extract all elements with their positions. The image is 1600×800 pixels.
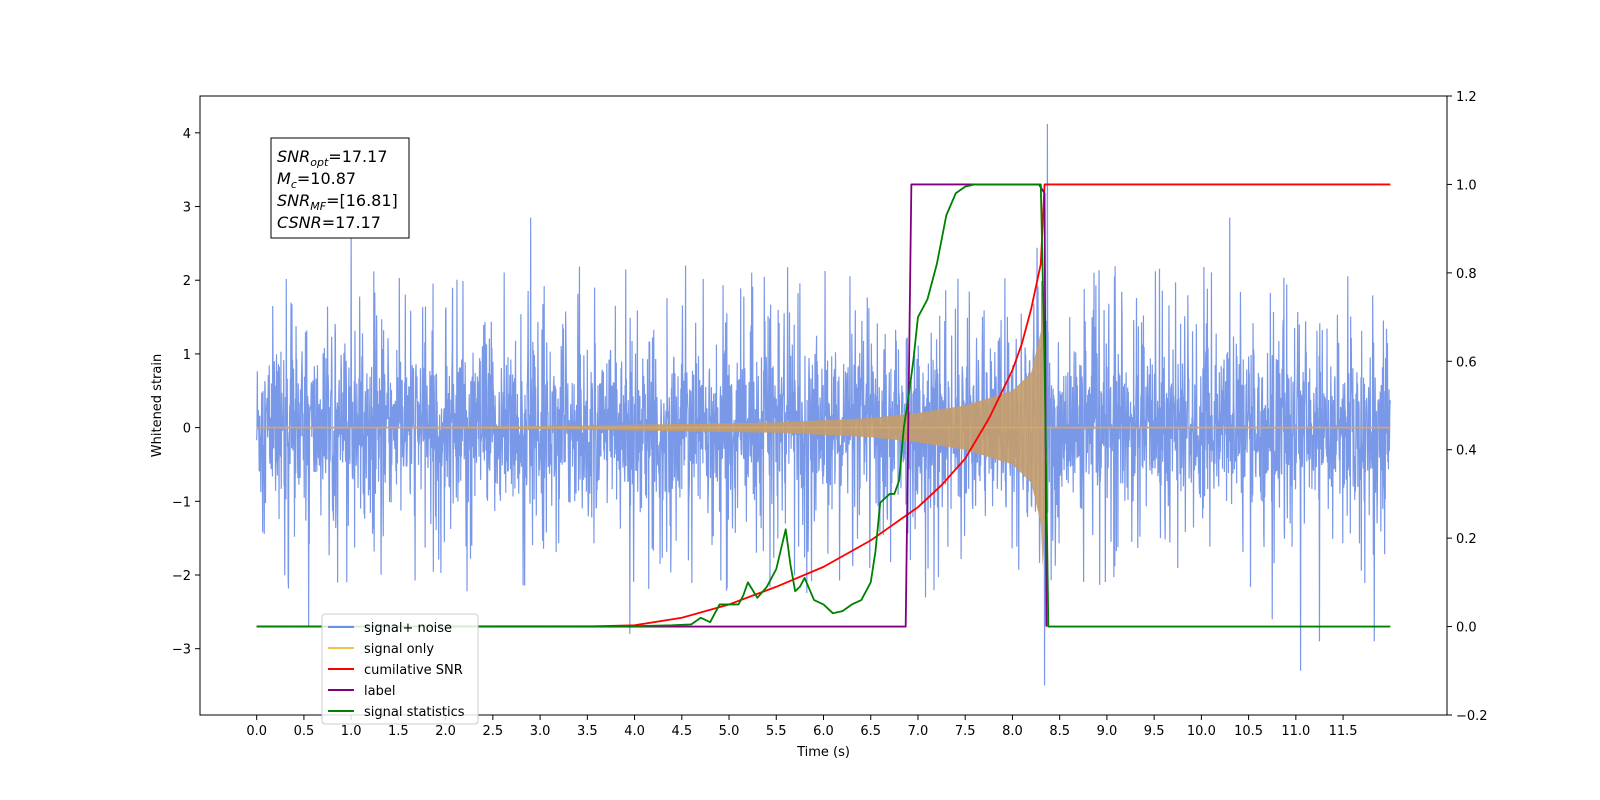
x-tick-label: 5.5: [766, 724, 787, 739]
x-tick-label: 4.5: [671, 724, 692, 739]
x-tick-label: 6.5: [860, 724, 881, 739]
y-tick-label-right: 0.0: [1456, 621, 1477, 636]
annotation-line: CSNR=17.17: [277, 213, 381, 232]
legend-box: [321, 613, 479, 725]
x-tick-label: 2.5: [483, 724, 504, 739]
x-tick-label: 8.0: [1002, 724, 1023, 739]
legend-entry: signal only: [364, 642, 434, 657]
x-tick-label: 8.5: [1049, 724, 1070, 739]
x-tick-label: 11.0: [1281, 724, 1310, 739]
x-tick-label: 3.0: [530, 724, 551, 739]
y-tick-label-left: 3: [183, 201, 191, 216]
x-tick-label: 1.5: [388, 724, 409, 739]
legend-entry: signal+ noise: [364, 621, 452, 636]
x-tick-label: 9.0: [1097, 724, 1118, 739]
x-tick-label: 11.5: [1329, 724, 1358, 739]
x-tick-label: 3.5: [577, 724, 598, 739]
y-tick-label-left: −3: [172, 643, 191, 658]
x-tick-label: 0.5: [294, 724, 315, 739]
annotation-line: SNRMF=[16.81]: [277, 191, 398, 213]
series-signal-statistics: [256, 183, 1391, 628]
y-tick-label-right: 0.4: [1456, 444, 1477, 459]
x-tick-label: 9.5: [1144, 724, 1165, 739]
x-tick-label: 1.0: [341, 724, 362, 739]
x-tick-label: 7.0: [908, 724, 929, 739]
x-tick-label: 2.0: [435, 724, 456, 739]
legend-entry: cumilative SNR: [364, 663, 463, 678]
y-tick-label-left: 2: [183, 274, 191, 289]
legend-entry: signal statistics: [364, 705, 465, 720]
x-tick-label: 10.5: [1234, 724, 1263, 739]
y-tick-label-left: −1: [172, 495, 191, 510]
x-tick-label: 10.0: [1187, 724, 1216, 739]
annotation-line: SNRopt=17.17: [277, 147, 388, 169]
x-tick-label: 4.0: [624, 724, 645, 739]
x-axis-label: Time (s): [796, 745, 850, 760]
x-tick-label: 5.0: [719, 724, 740, 739]
y-tick-label-left: 1: [183, 348, 191, 363]
annotation-box: [270, 137, 410, 239]
y-axis-label-left: Whitened strain: [150, 354, 165, 457]
plot-area: [256, 123, 1391, 686]
y-tick-label-left: −2: [172, 569, 191, 584]
y-tick-label-left: 4: [183, 127, 191, 142]
y-tick-label-right: 0.2: [1456, 532, 1477, 547]
x-tick-label: 0.0: [246, 724, 267, 739]
series-cumilative-snr: [256, 183, 1391, 628]
legend-entry: label: [364, 684, 395, 699]
y-tick-label-right: 1.2: [1456, 90, 1477, 105]
y-tick-label-right: 1.0: [1456, 178, 1477, 193]
annotation-line: Mc=10.87: [277, 169, 356, 191]
x-tick-label: 7.5: [955, 724, 976, 739]
y-tick-label-right: −0.2: [1456, 709, 1488, 724]
y-tick-label-right: 0.6: [1456, 355, 1477, 370]
x-tick-label: 6.0: [813, 724, 834, 739]
y-tick-label-right: 0.8: [1456, 267, 1477, 282]
y-tick-label-left: 0: [183, 422, 191, 437]
